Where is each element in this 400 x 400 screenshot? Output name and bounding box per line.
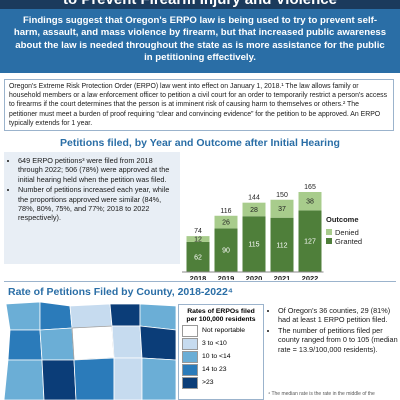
bar-segment — [242, 202, 266, 217]
legend-swatch — [182, 324, 198, 337]
value-label: 90 — [222, 248, 230, 255]
title: to Prevent Firearm Injury and Violence — [0, 0, 400, 8]
total-label: 74 — [194, 228, 202, 235]
map — [3, 301, 177, 400]
x-tick-label: 2021 — [274, 274, 291, 280]
legend-label: 10 to <14 — [202, 353, 231, 360]
legend-label: Granted — [335, 237, 362, 246]
value-label: 115 — [248, 242, 259, 249]
intro: Oregon's Extreme Risk Protection Order (… — [4, 79, 394, 131]
bullets: 649 ERPO petitions³ were filed from 2018… — [4, 152, 180, 264]
total-label: 116 — [220, 208, 231, 215]
bar-segment — [186, 241, 210, 272]
value-label: 62 — [194, 254, 202, 261]
legend-swatch — [326, 238, 332, 244]
legend-items: Not reportable 3 to <10 10 to <14 14 to 23 >… — [182, 324, 260, 389]
chart: 62 12 74 2018 90 26 116 2019 115 28 144 2020 112 37 15… — [182, 184, 362, 280]
legend-label: >23 — [202, 379, 214, 386]
map-title: Rate of Petitions Filed by County, 2018-… — [8, 286, 233, 298]
bullet: Of Oregon's 36 counties, 29 (81%) had at… — [278, 306, 398, 325]
value-label: 38 — [306, 199, 314, 206]
bar-segment — [298, 210, 322, 272]
bar-segment — [186, 236, 210, 242]
total-label: 144 — [248, 195, 260, 202]
bullet: The number of petitions filed per county… — [278, 326, 398, 354]
legend-item: Not reportable — [182, 324, 260, 337]
legend-item: 14 to 23 — [182, 363, 260, 376]
bar-segment — [270, 217, 294, 272]
footnote: ⁴ The median rate is the rate in the mid… — [268, 391, 375, 397]
x-tick-label: 2020 — [246, 274, 263, 280]
legend-item: >23 — [182, 376, 260, 389]
bar-segment — [214, 215, 238, 229]
legend-item: 10 to <14 — [182, 350, 260, 363]
summary: Findings suggest that Oregon's ERPO law … — [0, 9, 400, 73]
bar-segment — [270, 199, 294, 218]
title-bar: to Prevent Firearm Injury and Violence — [0, 0, 400, 9]
x-tick-label: 2022 — [302, 274, 319, 280]
bullet: 649 ERPO petitions³ were filed from 2018… — [18, 156, 174, 184]
legend-swatch — [326, 229, 332, 235]
map-legend: Rates of ERPOs filed per 100,000 residen… — [178, 304, 264, 400]
legend-item: 3 to <10 — [182, 337, 260, 350]
bar-segment — [298, 192, 322, 211]
legend-swatch — [182, 350, 198, 363]
value-label: 37 — [278, 206, 286, 213]
bar-segment — [242, 216, 266, 272]
value-label: 112 — [276, 242, 287, 249]
total-label: 165 — [304, 184, 316, 191]
legend-swatch — [182, 337, 198, 350]
legend-swatch — [182, 376, 198, 389]
map-bullets: Of Oregon's 36 counties, 29 (81%) had at… — [268, 306, 398, 355]
value-label: 26 — [222, 220, 230, 227]
value-label: 127 — [304, 239, 316, 246]
legend-label: Not reportable — [202, 327, 246, 334]
total-label: 150 — [276, 192, 288, 199]
divider — [4, 281, 396, 282]
legend-label: 3 to <10 — [202, 340, 227, 347]
legend-label: Denied — [335, 228, 359, 237]
value-label: 28 — [250, 207, 258, 214]
legend-swatch — [182, 363, 198, 376]
x-tick-label: 2018 — [190, 274, 207, 280]
value-label: 12 — [194, 237, 202, 244]
x-tick-label: 2019 — [218, 274, 235, 280]
legend-label: 14 to 23 — [202, 366, 227, 373]
bullet: Number of petitions increased each year,… — [18, 185, 174, 223]
bar-segment — [214, 228, 238, 272]
legend-title: Rates of ERPOs filed per 100,000 residen… — [186, 308, 256, 323]
legend-title: Outcome — [326, 215, 359, 224]
chart-title: Petitions filed, by Year and Outcome aft… — [60, 137, 340, 149]
